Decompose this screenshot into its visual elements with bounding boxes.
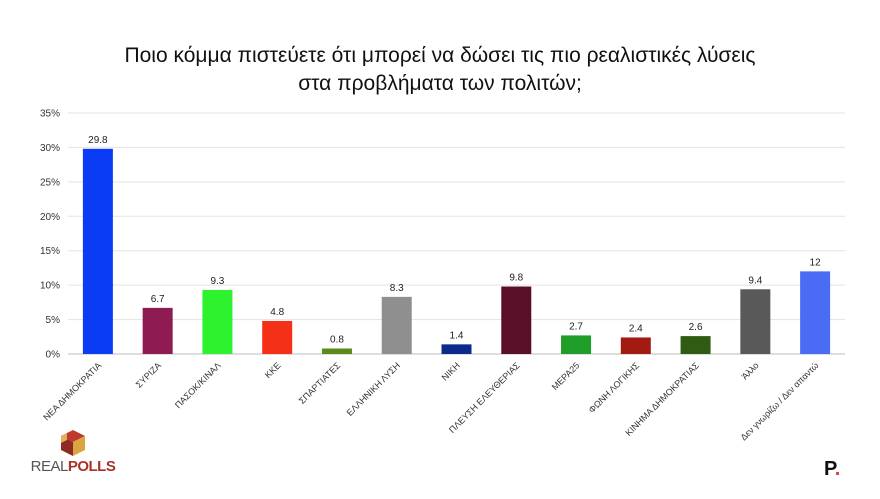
bar (262, 320, 293, 354)
bar (441, 344, 472, 354)
data-label: 0.8 (330, 334, 344, 345)
category-labels: ΝΕΑ ΔΗΜΟΚΡΑΤΙΑ ΣΥΡΙΖΑ ΠΑΣΟΚ/ΚΙΝΑΛ ΚΚΕ ΣΠΑΡΤΙ… (41, 360, 820, 442)
gridlines (68, 112, 845, 355)
bar (561, 335, 592, 354)
category-label: ΣΥΡΙΖΑ (134, 360, 163, 389)
y-tick-label: 0% (46, 350, 61, 361)
bar (142, 307, 173, 354)
bar (381, 296, 412, 354)
cube-logo-icon (61, 430, 85, 456)
data-label: 6.7 (151, 294, 165, 305)
chart-title: Ποιο κόμμα πιστεύετε ότι μπορεί να δώσει… (0, 42, 880, 98)
data-label: 9.4 (748, 275, 762, 286)
data-label: 8.3 (390, 283, 404, 294)
realpolls-wordmark: REALPOLLS (30, 458, 116, 475)
brand-mark-letter: P (824, 458, 835, 480)
category-label: Άλλο (740, 360, 761, 381)
y-axis-ticks: 0% 5% 10% 15% 20% 25% 30% 35% (40, 109, 60, 361)
data-label: 9.3 (210, 276, 224, 287)
data-label: 9.8 (509, 273, 523, 284)
logo-polls-text: POLLS (67, 458, 116, 475)
y-tick-label: 5% (46, 315, 61, 326)
chart-title-line-2: στα προβλήματα των πολιτών; (298, 72, 582, 95)
y-tick-label: 30% (40, 143, 60, 154)
bar (321, 348, 352, 354)
chart-title-line-1: Ποιο κόμμα πιστεύετε ότι μπορεί να δώσει… (124, 44, 756, 67)
logo-real-text: REAL (30, 458, 69, 475)
bar (620, 337, 651, 354)
bars (82, 148, 831, 354)
data-label: 2.7 (569, 321, 583, 332)
data-label: 1.4 (450, 330, 464, 341)
category-label: ΕΛΛΗΝΙΚΗ ΛΥΣΗ (345, 360, 403, 418)
y-tick-label: 15% (40, 246, 60, 257)
bar (501, 286, 532, 354)
y-tick-label: 20% (40, 212, 60, 223)
category-label: ΠΛΕΥΣΗ ΕΛΕΥΘΕΡΙΑΣ (447, 360, 522, 435)
category-label: ΠΑΣΟΚ/ΚΙΝΑΛ (173, 360, 223, 410)
data-label: 29.8 (88, 135, 108, 146)
category-label: ΝΙΚΗ (440, 360, 462, 382)
data-label: 2.4 (629, 323, 643, 334)
category-label: ΜΕΡΑ25 (550, 360, 582, 392)
y-tick-label: 35% (40, 109, 60, 120)
category-label: ΦΩΝΗ ΛΟΓΙΚΗΣ (587, 360, 642, 415)
data-label: 2.6 (689, 322, 703, 333)
category-label: ΝΕΑ ΔΗΜΟΚΡΑΤΙΑ (41, 360, 103, 422)
bar (800, 271, 831, 354)
bar (680, 336, 711, 354)
y-tick-label: 25% (40, 177, 60, 188)
data-label: 4.8 (270, 307, 284, 318)
brand-mark-dot: . (834, 458, 841, 480)
category-label: ΣΠΑΡΤΙΑΤΕΣ (297, 360, 343, 406)
realpolls-logo: REALPOLLS (30, 428, 116, 480)
y-tick-label: 10% (40, 281, 60, 292)
p-brand-mark: P. (824, 458, 840, 481)
bar (202, 289, 233, 354)
category-label: ΚΚΕ (263, 360, 283, 380)
data-labels: 29.8 6.7 9.3 4.8 0.8 8.3 1.4 9.8 2.7 2.4 2.6 9.4 12 (88, 135, 821, 346)
data-label: 12 (810, 257, 822, 268)
bar (82, 148, 113, 354)
bar (740, 289, 771, 354)
